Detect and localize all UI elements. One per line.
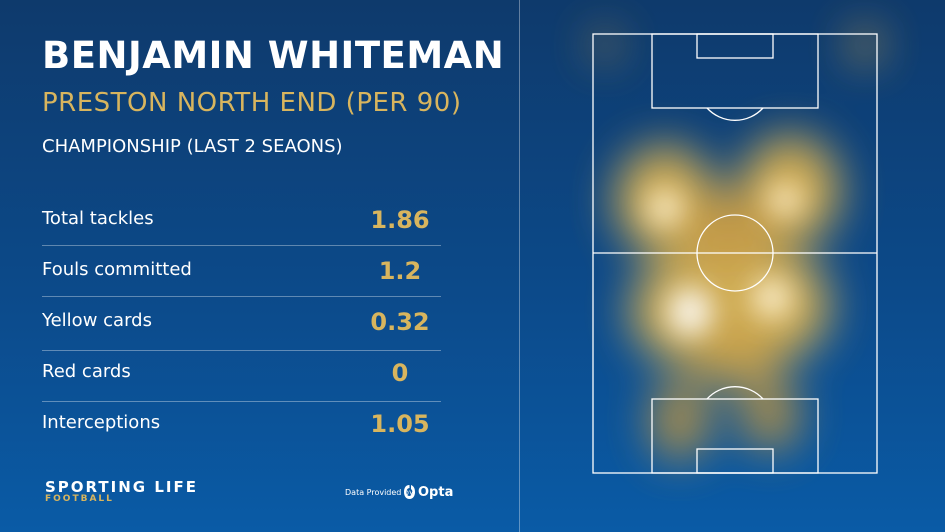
row-separator (42, 245, 441, 246)
heat (593, 29, 879, 460)
pitch-lines (592, 33, 878, 474)
competition: CHAMPIONSHIP (LAST 2 SEAONS) (42, 136, 343, 157)
stat-label: Yellow cards (42, 310, 152, 331)
stat-value: 1.2 (378, 257, 422, 285)
provider: Opta (418, 485, 454, 500)
stat-value: 0 (391, 359, 409, 387)
stat-label: Interceptions (42, 412, 161, 433)
provider-logo (404, 485, 415, 499)
stat-label: Total tackles (42, 208, 154, 229)
heat-core (647, 184, 803, 336)
credit: Data Provided by (345, 488, 414, 497)
row-separator (42, 401, 441, 402)
stat-label: Fouls committed (42, 259, 192, 280)
brand: SPORTING LIFE (45, 478, 198, 496)
row-separator (42, 296, 441, 297)
stat-label: Red cards (42, 361, 131, 382)
stat-value: 0.32 (370, 308, 430, 336)
stat-value: 1.86 (370, 206, 430, 234)
subtitle: PRESTON NORTH END (PER 90) (42, 88, 462, 118)
title: BENJAMIN WHITEMAN (42, 34, 505, 77)
row-separator (42, 350, 441, 351)
stat-value: 1.05 (370, 410, 430, 438)
brand-sub: FOOTBALL (45, 494, 114, 504)
divider (519, 0, 520, 532)
